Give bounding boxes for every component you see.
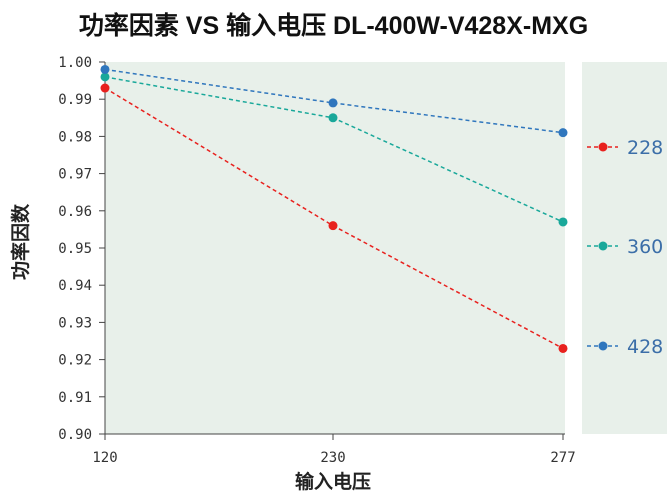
y-tick-label: 0.94 bbox=[58, 278, 92, 294]
legend-marker-428 bbox=[598, 341, 608, 351]
data-point-228 bbox=[558, 343, 568, 353]
data-point-428 bbox=[558, 128, 568, 138]
y-tick-label: 1.00 bbox=[58, 55, 92, 71]
chart-title: 功率因素 VS 输入电压 DL-400W-V428X-MXG bbox=[78, 12, 589, 40]
y-axis-ticks: 0.90 0.91 0.92 0.93 0.94 0.95 0.96 0.97 0.98 0.99… bbox=[58, 55, 105, 443]
y-tick-label: 0.92 bbox=[58, 353, 92, 369]
legend-label-360: 360 bbox=[627, 236, 663, 258]
data-point-228 bbox=[100, 83, 110, 93]
series-layer bbox=[100, 64, 568, 353]
x-tick-label: 277 bbox=[550, 450, 575, 466]
data-point-428 bbox=[328, 98, 338, 108]
x-axis-label: 输入电压 bbox=[295, 470, 371, 493]
data-point-428 bbox=[100, 64, 110, 74]
x-tick-label: 120 bbox=[92, 450, 117, 466]
y-axis-label: 功率因数 bbox=[9, 203, 32, 280]
y-tick-label: 0.91 bbox=[58, 390, 92, 406]
legend-label-428: 428 bbox=[627, 336, 663, 358]
data-point-360 bbox=[100, 72, 110, 82]
plot-background bbox=[105, 62, 565, 434]
data-point-228 bbox=[328, 221, 338, 231]
y-tick-label: 0.99 bbox=[58, 92, 92, 108]
y-tick-label: 0.90 bbox=[58, 427, 92, 443]
legend: 228 360 428 bbox=[587, 137, 663, 358]
legend-marker-360 bbox=[598, 241, 608, 251]
legend-panel bbox=[582, 62, 667, 434]
y-tick-label: 0.95 bbox=[58, 241, 92, 257]
data-point-360 bbox=[558, 217, 568, 227]
series-line-428 bbox=[104, 68, 564, 134]
x-axis-ticks: 120 230 277 bbox=[92, 434, 576, 466]
y-tick-label: 0.93 bbox=[58, 315, 92, 331]
legend-marker-228 bbox=[598, 142, 608, 152]
legend-label-228: 228 bbox=[627, 137, 663, 159]
x-tick-label: 230 bbox=[320, 450, 345, 466]
y-tick-label: 0.97 bbox=[58, 167, 92, 183]
data-point-360 bbox=[328, 113, 338, 123]
y-tick-label: 0.96 bbox=[58, 204, 92, 220]
y-tick-label: 0.98 bbox=[58, 129, 92, 145]
